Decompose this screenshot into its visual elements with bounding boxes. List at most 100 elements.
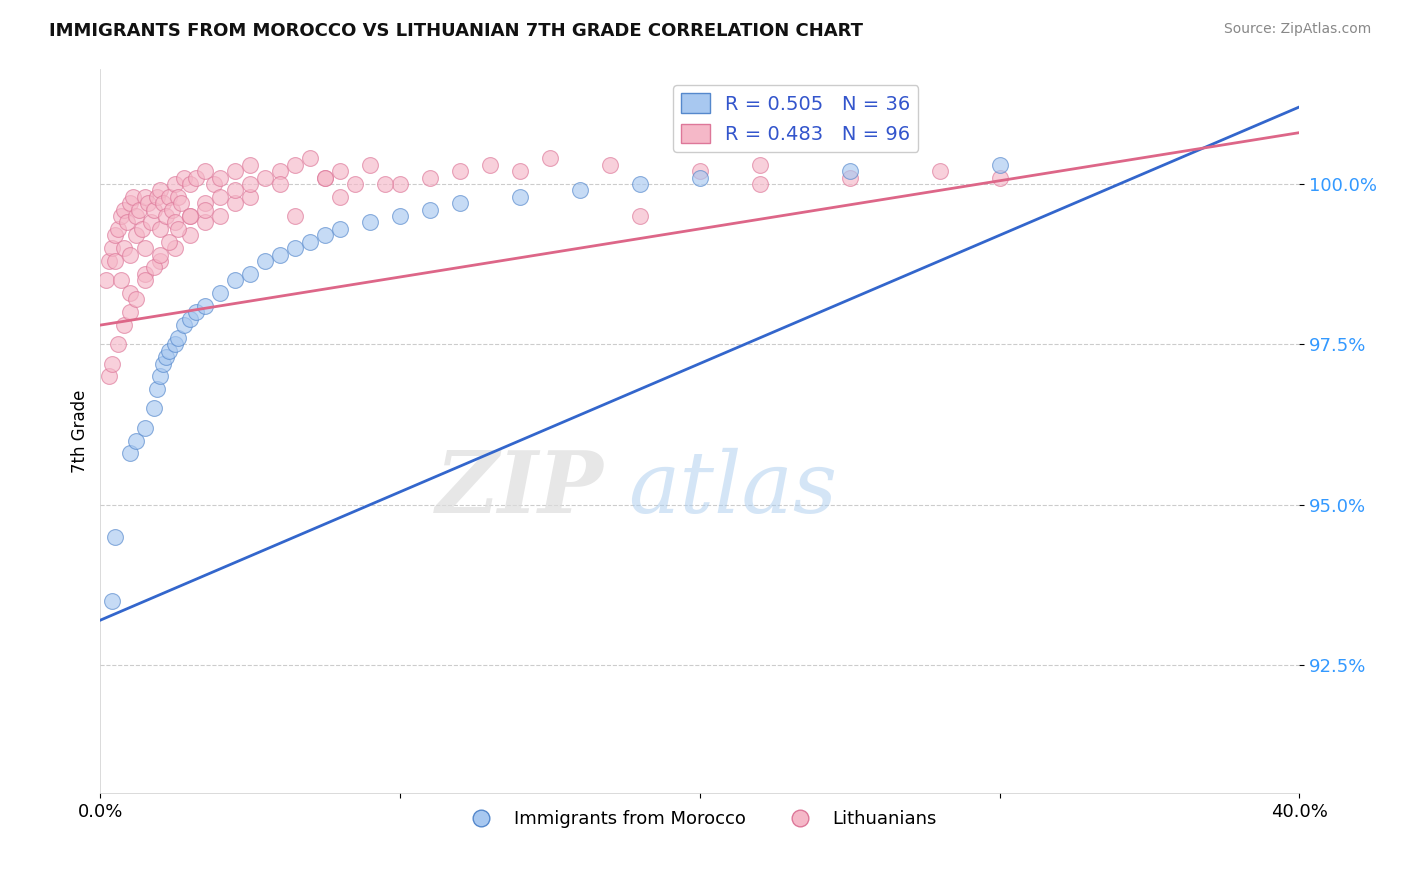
Point — [284, 209, 307, 223]
Point — [104, 530, 127, 544]
Point — [329, 190, 352, 204]
Point — [143, 260, 166, 275]
Point — [314, 228, 336, 243]
Point — [122, 190, 145, 204]
Point — [125, 209, 148, 223]
Point — [628, 209, 651, 223]
Point — [269, 164, 291, 178]
Point — [329, 222, 352, 236]
Point — [224, 196, 246, 211]
Point — [314, 170, 336, 185]
Point — [389, 209, 412, 223]
Point — [194, 196, 217, 211]
Point — [101, 357, 124, 371]
Point — [157, 190, 180, 204]
Point — [449, 196, 471, 211]
Point — [146, 190, 169, 204]
Point — [134, 273, 156, 287]
Point — [120, 446, 142, 460]
Point — [344, 177, 367, 191]
Point — [988, 158, 1011, 172]
Point — [186, 170, 208, 185]
Point — [165, 177, 187, 191]
Point — [173, 170, 195, 185]
Point — [152, 357, 174, 371]
Point — [104, 254, 127, 268]
Point — [748, 177, 770, 191]
Point — [389, 177, 412, 191]
Point — [120, 196, 142, 211]
Point — [239, 177, 262, 191]
Point — [838, 170, 860, 185]
Point — [359, 158, 381, 172]
Point — [120, 305, 142, 319]
Point — [224, 164, 246, 178]
Point — [143, 401, 166, 416]
Point — [149, 369, 172, 384]
Point — [928, 164, 950, 178]
Point — [157, 235, 180, 249]
Point — [162, 202, 184, 217]
Point — [284, 241, 307, 255]
Point — [209, 170, 232, 185]
Point — [689, 170, 711, 185]
Point — [149, 222, 172, 236]
Point — [202, 177, 225, 191]
Point — [239, 158, 262, 172]
Point — [165, 337, 187, 351]
Point — [112, 202, 135, 217]
Point — [167, 222, 190, 236]
Point — [141, 215, 163, 229]
Point — [509, 164, 531, 178]
Point — [269, 247, 291, 261]
Point — [101, 594, 124, 608]
Point — [120, 286, 142, 301]
Point — [125, 434, 148, 448]
Point — [194, 299, 217, 313]
Point — [173, 318, 195, 332]
Point — [748, 158, 770, 172]
Point — [149, 247, 172, 261]
Point — [155, 209, 177, 223]
Point — [104, 228, 127, 243]
Point — [117, 215, 139, 229]
Point — [149, 254, 172, 268]
Point — [112, 318, 135, 332]
Point — [134, 267, 156, 281]
Point — [186, 305, 208, 319]
Point — [449, 164, 471, 178]
Point — [194, 164, 217, 178]
Point — [314, 170, 336, 185]
Point — [374, 177, 396, 191]
Text: ZIP: ZIP — [436, 447, 603, 531]
Point — [269, 177, 291, 191]
Point — [329, 164, 352, 178]
Point — [599, 158, 621, 172]
Text: Source: ZipAtlas.com: Source: ZipAtlas.com — [1223, 22, 1371, 37]
Point — [254, 254, 277, 268]
Point — [628, 177, 651, 191]
Point — [224, 183, 246, 197]
Point — [96, 273, 118, 287]
Point — [98, 254, 121, 268]
Point — [194, 202, 217, 217]
Text: atlas: atlas — [628, 448, 837, 530]
Point — [98, 369, 121, 384]
Point — [155, 350, 177, 364]
Point — [299, 151, 322, 165]
Point — [224, 273, 246, 287]
Point — [110, 273, 132, 287]
Point — [209, 190, 232, 204]
Point — [125, 293, 148, 307]
Point — [209, 209, 232, 223]
Point — [239, 190, 262, 204]
Point — [157, 343, 180, 358]
Point — [107, 222, 129, 236]
Point — [509, 190, 531, 204]
Point — [254, 170, 277, 185]
Point — [239, 267, 262, 281]
Point — [112, 241, 135, 255]
Legend: Immigrants from Morocco, Lithuanians: Immigrants from Morocco, Lithuanians — [456, 803, 943, 835]
Point — [134, 241, 156, 255]
Point — [152, 196, 174, 211]
